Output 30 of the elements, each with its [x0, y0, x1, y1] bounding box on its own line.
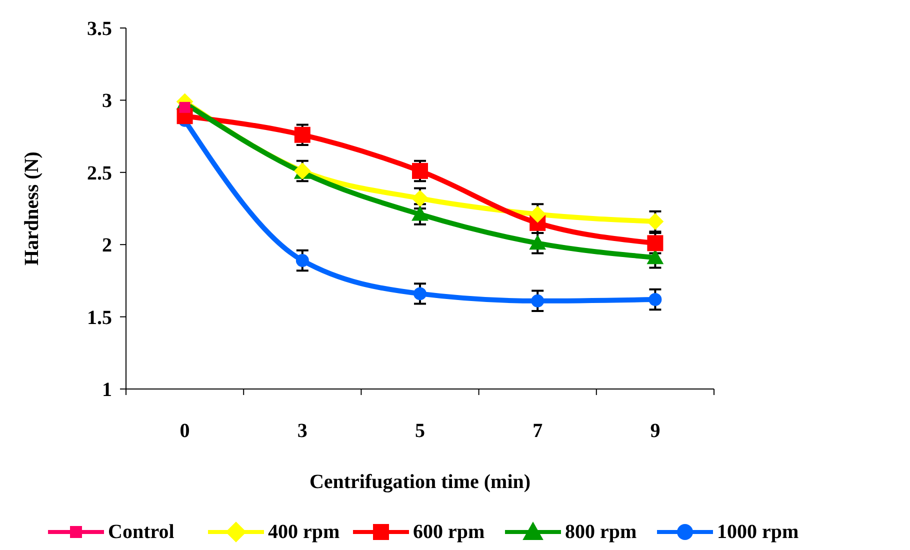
y-tick-label: 3.5: [87, 18, 112, 40]
point: [412, 162, 428, 179]
point: [412, 206, 428, 221]
point: [294, 126, 310, 143]
y-tick-label: 2.5: [87, 162, 112, 184]
legend-label: 400 rpm: [268, 521, 340, 543]
y-tick-label: 1: [102, 379, 112, 401]
point: [296, 254, 309, 267]
x-axis-title: Centrifugation time (min): [309, 471, 531, 493]
x-tick-label: 7: [532, 420, 543, 442]
point: [646, 213, 664, 230]
point: [646, 249, 664, 264]
y-tick-label: 3: [102, 90, 112, 112]
point: [531, 294, 544, 308]
x-tick-label: 5: [415, 420, 425, 442]
point: [179, 102, 190, 113]
legend-label: 800 rpm: [565, 521, 637, 543]
y-axis-title: Hardness (N): [21, 152, 43, 266]
point: [647, 235, 664, 252]
x-tick-label: 3: [297, 420, 308, 442]
point: [414, 287, 426, 300]
y-tick-label: 1.5: [87, 306, 112, 329]
x-tick-label: 9: [650, 420, 660, 442]
point: [648, 292, 662, 306]
legend-label: 1000 rpm: [717, 521, 799, 543]
y-tick-label: 2: [102, 234, 112, 257]
legend-label: 600 rpm: [413, 521, 485, 543]
point: [529, 234, 546, 250]
legend-label: Control: [108, 521, 175, 543]
x-tick-label: 0: [180, 420, 190, 442]
